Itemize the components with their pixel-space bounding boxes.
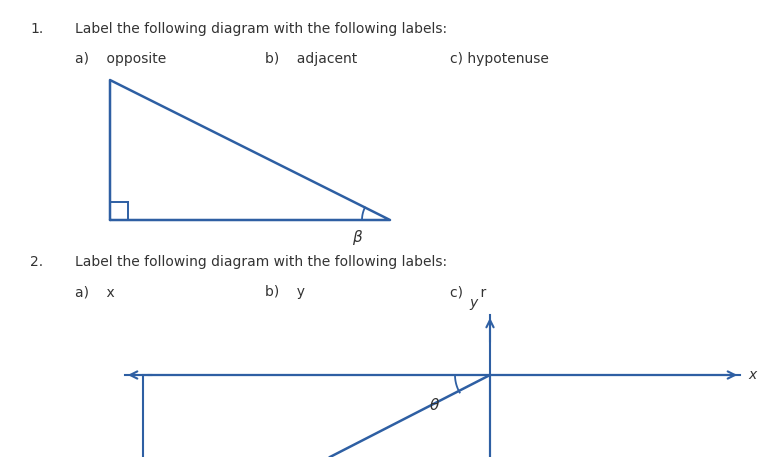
Text: 1.: 1. [30,22,43,36]
Text: c) hypotenuse: c) hypotenuse [450,52,549,66]
Text: b)    adjacent: b) adjacent [265,52,357,66]
Text: a)    opposite: a) opposite [75,52,166,66]
Text: a)    x: a) x [75,285,114,299]
Text: b)    y: b) y [265,285,305,299]
Text: x: x [748,368,756,382]
Text: c)    r: c) r [450,285,486,299]
Text: $\theta$: $\theta$ [429,397,441,413]
Text: y: y [470,296,478,310]
Text: $\beta$: $\beta$ [352,228,363,247]
Text: Label the following diagram with the following labels:: Label the following diagram with the fol… [75,255,447,269]
Text: Label the following diagram with the following labels:: Label the following diagram with the fol… [75,22,447,36]
Text: 2.: 2. [30,255,43,269]
